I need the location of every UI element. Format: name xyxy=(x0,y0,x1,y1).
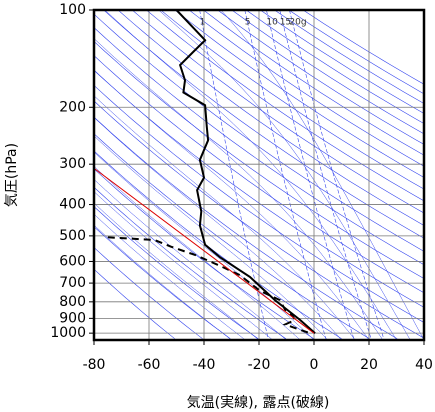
moist-adiabat xyxy=(94,38,384,340)
dry-adiabat xyxy=(160,10,424,190)
x-tick-label: 40 xyxy=(415,357,433,373)
y-tick-label: 100 xyxy=(59,2,86,18)
moist-adiabat xyxy=(94,69,370,340)
dry-adiabat xyxy=(94,268,175,339)
dry-adiabat xyxy=(94,69,424,308)
y-tick-label: 1000 xyxy=(50,325,86,341)
dry-adiabat xyxy=(274,10,424,104)
dry-adiabat xyxy=(94,13,424,252)
moist-adiabat xyxy=(94,166,301,340)
dry-adiabat xyxy=(146,10,424,202)
mixing-ratio-label: 5 xyxy=(245,18,251,28)
dry-adiabat xyxy=(94,226,231,339)
dry-adiabat xyxy=(94,100,424,339)
moist-adiabat xyxy=(94,95,356,340)
dry-adiabat xyxy=(94,116,398,339)
profile-line xyxy=(94,167,315,334)
dry-adiabat xyxy=(117,10,424,226)
dry-adiabat xyxy=(94,186,287,339)
y-tick-label: 500 xyxy=(59,228,86,244)
moist-adiabat xyxy=(94,151,315,340)
x-axis-title: 気温(実線), 露点(破線) xyxy=(187,395,330,411)
x-tick-label: 0 xyxy=(310,357,319,373)
y-tick-label: 700 xyxy=(59,275,86,291)
profile-line xyxy=(107,236,311,335)
dry-adiabat xyxy=(174,10,424,178)
dry-adiabat xyxy=(94,247,203,339)
y-tick-label: 900 xyxy=(59,310,86,326)
x-tick-label: 20 xyxy=(360,357,378,373)
background-lines xyxy=(94,10,424,340)
moist-adiabat xyxy=(158,10,411,340)
y-tick-label: 800 xyxy=(59,294,86,310)
dry-adiabat xyxy=(94,168,314,339)
dry-adiabat xyxy=(132,10,424,214)
dry-adiabat xyxy=(260,10,424,114)
dry-adiabat xyxy=(302,10,424,85)
y-tick-label: 400 xyxy=(59,197,86,213)
mixing-ratio-line xyxy=(244,10,327,339)
mixing-ratio-line xyxy=(266,10,355,339)
dry-adiabat xyxy=(245,10,424,124)
y-tick-label: 600 xyxy=(59,253,86,269)
mixing-ratio-label: 10 xyxy=(266,18,278,28)
moist-adiabat xyxy=(94,202,260,340)
dry-adiabat xyxy=(103,10,424,239)
mixing-ratio-line xyxy=(279,10,372,339)
y-axis-title: 気圧(hPa) xyxy=(4,143,20,207)
dry-adiabat xyxy=(231,10,424,135)
profile-line xyxy=(175,10,316,334)
moist-adiabat xyxy=(94,117,342,340)
x-tick-label: -80 xyxy=(83,357,106,373)
x-tick-label: -40 xyxy=(193,357,216,373)
dry-adiabat xyxy=(94,55,424,294)
moist-adiabat xyxy=(104,10,397,340)
mixing-ratio-label: 1 xyxy=(200,18,206,28)
x-tick-label: -20 xyxy=(248,357,271,373)
moist-adiabat xyxy=(220,10,424,340)
dry-adiabat xyxy=(188,10,424,167)
moist-adiabat xyxy=(94,224,232,340)
dry-adiabat xyxy=(203,10,424,156)
dry-adiabat xyxy=(94,84,424,323)
moist-adiabat xyxy=(94,191,273,340)
mixing-ratio-label: 20g xyxy=(289,18,306,28)
dry-adiabat xyxy=(94,27,424,266)
mixing-ratio-label: 15 xyxy=(280,18,291,28)
moist-adiabat xyxy=(94,213,246,340)
mixing-ratio-line xyxy=(199,10,269,339)
y-tick-label: 200 xyxy=(59,99,86,115)
dry-adiabat xyxy=(94,206,259,339)
dry-adiabat xyxy=(94,150,342,339)
dry-adiabat xyxy=(94,133,370,339)
y-tick-label: 300 xyxy=(59,156,86,172)
x-tick-label: -60 xyxy=(138,357,161,373)
mixing-ratio-line xyxy=(289,10,385,339)
profiles xyxy=(94,10,316,335)
dry-adiabat xyxy=(288,10,424,95)
moist-adiabat xyxy=(94,135,328,340)
dry-adiabat xyxy=(217,10,424,145)
